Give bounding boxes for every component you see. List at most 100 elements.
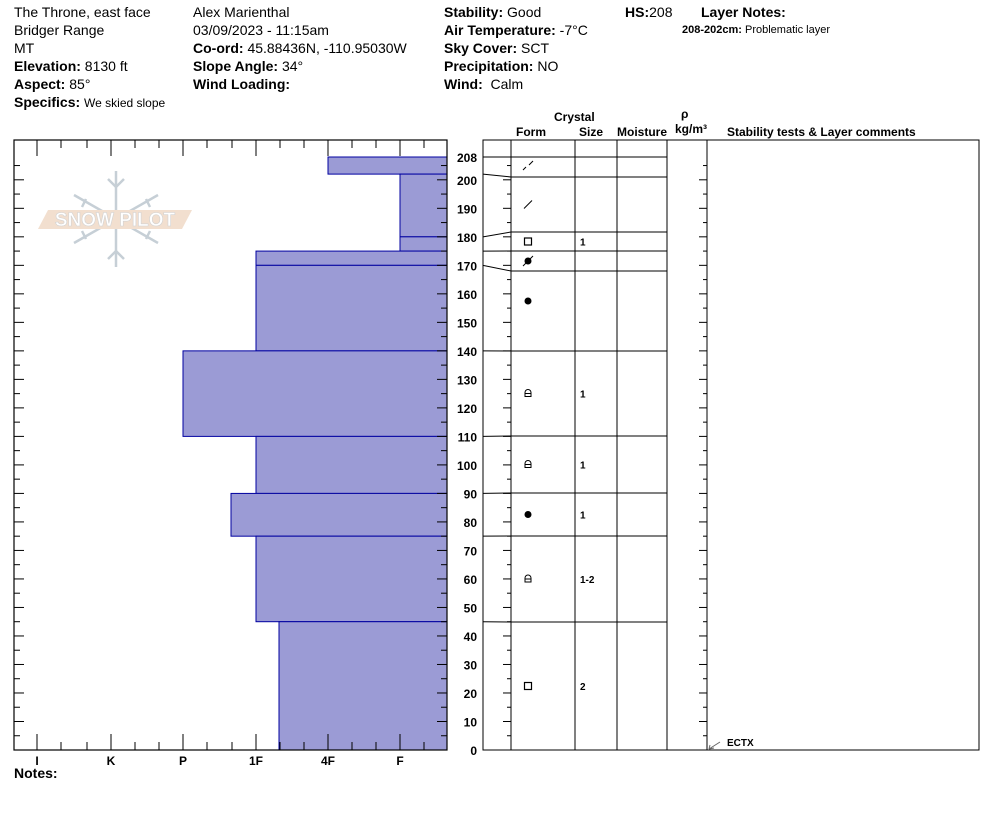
notes-label: Notes:: [14, 765, 58, 781]
faceted-crystal-icon: [523, 681, 533, 691]
hardness-layer-bar: [255, 250, 448, 266]
hardness-layer-bar: [230, 492, 448, 537]
hardness-label: K: [107, 754, 116, 768]
wind-loading-label: Wind Loading:: [193, 76, 291, 92]
depth-label: 90: [464, 487, 478, 501]
depth-label: 200: [457, 174, 477, 188]
hardness-layer-bar: [182, 350, 448, 437]
grid-frame: [482, 139, 980, 751]
hs-value: 208: [649, 4, 673, 20]
depth-label: 130: [457, 373, 477, 387]
hardness-layer-bar: [255, 264, 448, 352]
depth-label: 50: [464, 601, 478, 615]
hardness-profile: I K P 1F 4F F20820019018017016015014013012011…: [13, 139, 478, 768]
stability: Stability: Good: [444, 4, 541, 20]
specifics: Specifics: We skied slope: [14, 94, 165, 110]
coord-label: Co-ord:: [193, 40, 244, 56]
depth-label: 150: [457, 316, 477, 330]
depth-label: 208: [457, 151, 477, 165]
density-header: kg/m³: [675, 122, 708, 136]
logo-text: SNOW PILOT: [55, 210, 176, 231]
crystal-size: 1: [580, 461, 586, 472]
layer-connector: [482, 264, 512, 272]
precipitation: Precipitation: NO: [444, 58, 558, 74]
air-temp-value: -7°C: [559, 22, 588, 38]
hardness-label: F: [396, 754, 403, 768]
layer-connector: [482, 173, 512, 178]
location: The Throne, east face: [14, 4, 151, 20]
sky-value: SCT: [521, 40, 550, 56]
crystal-size: 2: [580, 682, 586, 693]
elevation-label: Elevation:: [14, 58, 81, 74]
layer-grid: 1 1 1 1 1-2 2 ECTX: [482, 139, 980, 751]
test-arrow-icon: [708, 741, 721, 750]
coord: Co-ord: 45.88436N, -110.95030W: [193, 40, 407, 56]
hardness-label: 1F: [249, 754, 263, 768]
crystal-header: Crystal: [554, 110, 595, 124]
sky-cover: Sky Cover: SCT: [444, 40, 549, 56]
hardness-frame: [13, 139, 448, 751]
decomposing-fragment-icon: [523, 200, 533, 209]
depth-label: 40: [464, 630, 478, 644]
layer-note-text: Problematic layer: [745, 24, 830, 36]
range: Bridger Range: [14, 22, 105, 38]
precip-value: NO: [537, 58, 559, 74]
rho-header: ρ: [681, 107, 689, 121]
crystal-size: 1-2: [580, 575, 595, 586]
hardness-layer-bar: [399, 236, 448, 252]
hardness-layer-bar: [327, 156, 448, 175]
decomposing-particle-icon: [522, 160, 534, 171]
depth-label: 110: [458, 430, 478, 444]
depth-label: 160: [457, 288, 477, 302]
hs: HS:208: [625, 4, 672, 20]
depth-label: 30: [464, 658, 478, 672]
depth-label: 10: [464, 715, 478, 729]
hardness-layer-bar: [399, 173, 448, 238]
specifics-value: We skied slope: [84, 96, 166, 110]
moisture-header: Moisture: [617, 125, 668, 139]
crust-line-icon: [522, 255, 534, 267]
depth-label: 100: [457, 459, 477, 473]
depth-label: 180: [457, 231, 477, 245]
stability-label: Stability:: [444, 4, 504, 20]
depth-label: 0: [470, 744, 477, 758]
rounding-facet-icon: [524, 574, 532, 583]
slope-label: Slope Angle:: [193, 58, 279, 74]
hardness-layer-bar: [255, 535, 448, 623]
wind: Wind: Calm: [444, 76, 523, 92]
air-temp: Air Temperature: -7°C: [444, 22, 588, 38]
coord-value: 45.88436N, -110.95030W: [247, 40, 407, 56]
hardness-layer-bar: [255, 435, 448, 494]
hardness-label: I: [35, 754, 38, 768]
hardness-label: 4F: [321, 754, 335, 768]
sky-label: Sky Cover:: [444, 40, 518, 56]
aspect-label: Aspect:: [14, 76, 66, 92]
aspect-value: 85°: [69, 76, 91, 92]
depth-label: 20: [464, 687, 478, 701]
state: MT: [14, 40, 35, 56]
hs-label: HS:: [625, 4, 650, 20]
comments-header: Stability tests & Layer comments: [727, 125, 916, 139]
datetime: 03/09/2023 - 11:15am: [193, 22, 329, 38]
rounding-facet-icon: [524, 389, 532, 397]
rounding-facet-icon: [524, 460, 532, 468]
depth-label: 190: [457, 202, 477, 216]
hardness-layer-bar: [278, 621, 448, 751]
layer-connector: [482, 231, 512, 238]
crystal-size: 1: [580, 238, 586, 249]
specifics-label: Specifics:: [14, 94, 81, 110]
melt-freeze-icon: [524, 297, 532, 305]
depth-label: 120: [457, 402, 477, 416]
crystal-size: 1: [580, 511, 586, 522]
depth-label: 60: [464, 573, 478, 587]
aspect: Aspect: 85°: [14, 76, 90, 92]
air-temp-label: Air Temperature:: [444, 22, 556, 38]
depth-label: 80: [464, 516, 478, 530]
layer-notes-label: Layer Notes:: [701, 4, 786, 20]
hardness-label: P: [179, 754, 187, 768]
depth-label: 170: [457, 259, 477, 273]
wind-value: Calm: [490, 76, 524, 92]
layer-note: 208-202cm: Problematic layer: [682, 24, 830, 36]
size-header: Size: [579, 125, 604, 139]
